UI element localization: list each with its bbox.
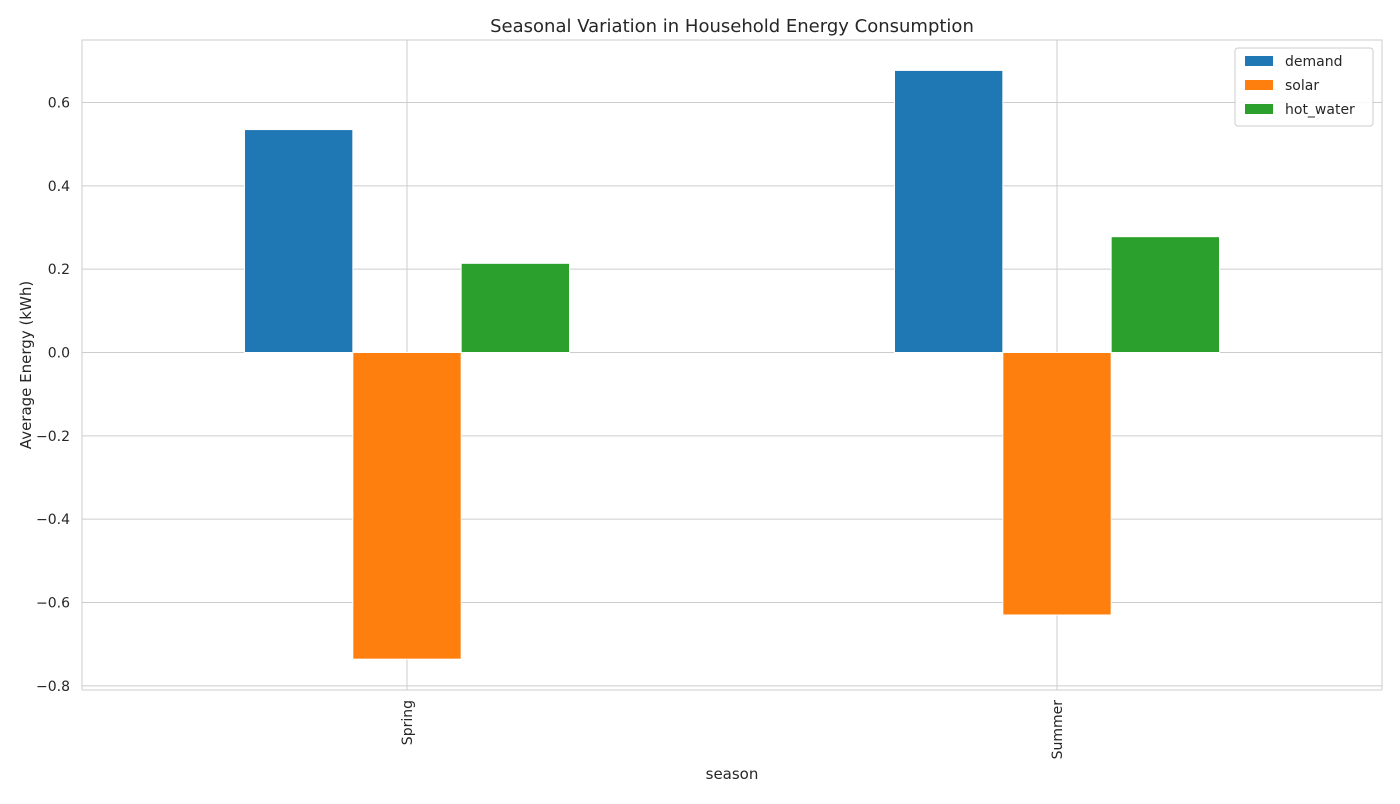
y-tick-label: −0.2 — [36, 429, 70, 445]
legend-swatch-hot_water — [1245, 104, 1273, 114]
x-tick-label: Summer — [1050, 700, 1066, 760]
y-tick-label: 0.0 — [48, 346, 70, 362]
bar-hot_water-summer — [1110, 236, 1220, 354]
chart-title: Seasonal Variation in Household Energy C… — [490, 16, 974, 37]
legend-label-solar: solar — [1285, 78, 1319, 94]
bar-solar-spring — [352, 352, 462, 660]
bar-demand-summer — [894, 69, 1004, 354]
legend-swatch-demand — [1245, 56, 1273, 66]
legend-swatch-solar — [1245, 80, 1273, 90]
bar-solar-summer — [1002, 352, 1112, 616]
y-tick-label: −0.8 — [36, 679, 70, 695]
plot-frame — [81, 39, 1383, 691]
legend-label-hot_water: hot_water — [1285, 102, 1355, 118]
y-tick-label: 0.4 — [48, 179, 70, 195]
x-axis-label: season — [706, 765, 759, 783]
y-tick-label: −0.4 — [36, 512, 70, 528]
x-tick-label: Spring — [400, 700, 416, 745]
y-tick-label: −0.6 — [36, 596, 70, 612]
y-tick-label: 0.2 — [48, 262, 70, 278]
legend: demand solar hot_water — [1234, 47, 1374, 127]
x-tick-labels: Spring Summer — [400, 700, 1066, 760]
y-axis-label: Average Energy (kWh) — [17, 281, 35, 449]
bars-layer — [244, 69, 1220, 660]
y-tick-label: 0.6 — [48, 96, 70, 112]
legend-label-demand: demand — [1285, 54, 1342, 70]
y-tick-labels: −0.8 −0.6 −0.4 −0.2 0.0 0.2 0.4 0.6 — [36, 96, 70, 695]
bar-hot_water-spring — [460, 262, 570, 354]
bar-demand-spring — [244, 129, 354, 353]
